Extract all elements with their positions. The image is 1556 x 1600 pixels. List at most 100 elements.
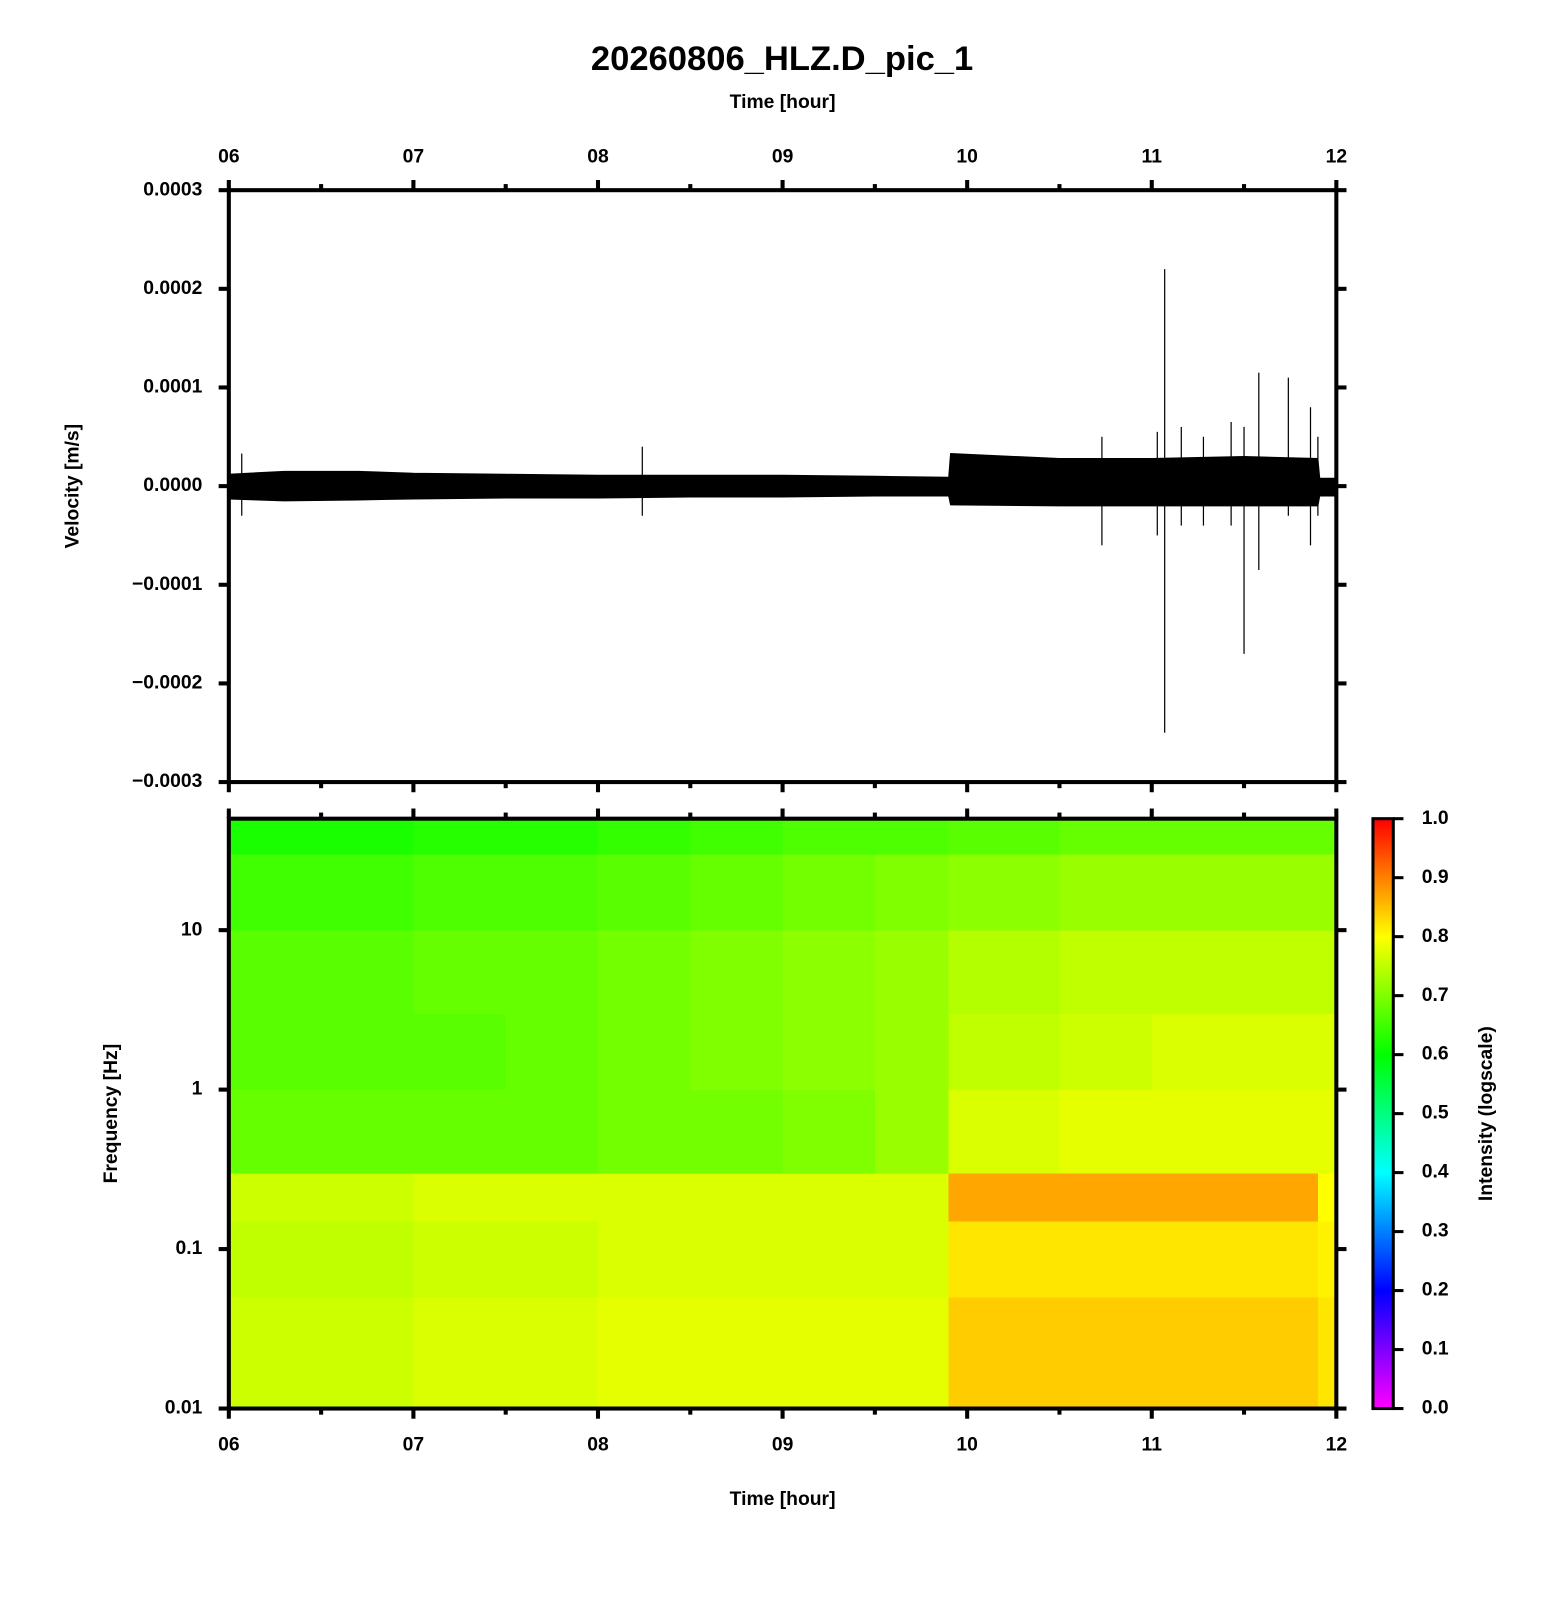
y-tick-label: 0.0002 (143, 278, 202, 299)
heatmap-cell (321, 1172, 414, 1222)
heatmap-cell (690, 818, 784, 855)
heatmap-cell (690, 854, 784, 931)
heatmap-cell (1151, 1172, 1245, 1222)
heatmap-cell (948, 854, 1060, 931)
heatmap-cell (321, 930, 414, 1015)
heatmap-cell (597, 1220, 691, 1298)
heatmap-cell (1059, 1297, 1153, 1410)
heatmap-cell (874, 1297, 950, 1410)
colorbar-tick-label: 0.4 (1422, 1162, 1449, 1183)
x-tick-label: 10 (956, 1434, 977, 1455)
heatmap-cell (1244, 1297, 1319, 1410)
heatmap-cell (413, 818, 507, 855)
heatmap-cell (948, 818, 1060, 855)
heatmap-cell (1317, 1013, 1337, 1091)
heatmap-cell (1059, 854, 1153, 931)
heatmap-cell (690, 1220, 784, 1298)
heatmap-cell (782, 1220, 876, 1298)
colorbar-label: Intensity (logscale) (1476, 1026, 1497, 1201)
heatmap-cell (782, 1013, 876, 1091)
heatmap-cell (413, 1297, 507, 1410)
heatmap-cell (505, 1013, 599, 1091)
heatmap-cell (228, 1013, 322, 1091)
heatmap-cell (948, 1220, 1060, 1298)
heatmap-cell (690, 1172, 784, 1222)
heatmap-cell (228, 854, 322, 931)
heatmap-cell (948, 1089, 1060, 1174)
heatmap-cell (413, 1220, 507, 1298)
colorbar (1371, 817, 1395, 1411)
x-tick-label: 11 (1142, 1434, 1163, 1455)
x-tick-label: 07 (403, 147, 424, 168)
heatmap-cell (228, 930, 322, 1015)
heatmap-cell (874, 1089, 950, 1174)
heatmap-cell (1151, 1220, 1245, 1298)
y-tick-label: −0.0003 (132, 771, 203, 792)
colorbar-tick-label: 0.9 (1422, 867, 1449, 888)
heatmap-cell (1151, 930, 1245, 1015)
y-tick-label: 1 (192, 1079, 203, 1100)
x-tick-label: 12 (1326, 147, 1347, 168)
colorbar-tick-label: 0.8 (1422, 926, 1449, 947)
colorbar-tick-label: 0.2 (1422, 1280, 1449, 1301)
colorbar-tick-label: 1.0 (1422, 808, 1449, 829)
heatmap-cell (1244, 1172, 1319, 1222)
y-axis-label: Frequency [Hz] (101, 1044, 122, 1184)
heatmap-cell (1059, 1172, 1153, 1222)
heatmap-cell (597, 1013, 691, 1091)
heatmap-cell (597, 818, 691, 855)
heatmap-cell (690, 1089, 784, 1174)
x-tick-label: 12 (1326, 1434, 1347, 1455)
heatmap-cell (413, 1172, 507, 1222)
colorbar-tick-label: 0.7 (1422, 985, 1449, 1006)
heatmap-cell (874, 1220, 950, 1298)
heatmap-cell (1059, 1089, 1153, 1174)
heatmap-cell (597, 854, 691, 931)
y-tick-label: 0.0001 (143, 377, 202, 398)
colorbar-tick-label: 0.6 (1422, 1044, 1449, 1065)
heatmap-cell (948, 1013, 1060, 1091)
heatmap-cell (1244, 930, 1319, 1015)
heatmap-cell (413, 854, 507, 931)
heatmap-cell (505, 1172, 599, 1222)
heatmap-cell (1059, 818, 1153, 855)
x-tick-label: 07 (403, 1434, 424, 1455)
heatmap-cell (228, 1297, 322, 1410)
heatmap-cell (505, 854, 599, 931)
heatmap-cell (321, 1297, 414, 1410)
heatmap-cell (690, 930, 784, 1015)
x-tick-label: 10 (956, 147, 977, 168)
y-tick-label: 0.0000 (143, 475, 202, 496)
heatmap-cell (1244, 854, 1319, 931)
heatmap-cell (782, 930, 876, 1015)
y-tick-label: −0.0001 (132, 574, 203, 595)
heatmap-cell (1317, 1089, 1337, 1174)
plot-area: 20260806_HLZ.D_pic_1 06 07 08 09 10 11 12 −0.00… (62, 40, 1497, 1510)
heatmap-cell (948, 1297, 1060, 1410)
y-tick-label: 0.01 (165, 1398, 203, 1419)
heatmap-cell (874, 818, 950, 855)
heatmap-cell (321, 1089, 414, 1174)
heatmap-cell (505, 1089, 599, 1174)
heatmap-cell (228, 818, 322, 855)
x-tick-label: 09 (772, 147, 794, 168)
colorbar-tick-label: 0.5 (1422, 1103, 1449, 1124)
heatmap-cell (874, 854, 950, 931)
heatmap-cell (1244, 1089, 1319, 1174)
heatmap-cell (1151, 854, 1245, 931)
heatmap-cell (1317, 1297, 1337, 1410)
heatmap-cell (1317, 930, 1337, 1015)
x-axis-label: Time [hour] (730, 1489, 836, 1510)
x-tick-label: 08 (587, 1434, 609, 1455)
heatmap-cell (597, 930, 691, 1015)
heatmap-cell (948, 930, 1060, 1015)
waveform-envelope (228, 453, 1337, 507)
heatmap-cell (505, 818, 599, 855)
heatmap-cell (874, 1172, 950, 1222)
x-axis-label: Time [hour] (730, 92, 836, 113)
heatmap-cell (505, 1297, 599, 1410)
x-tick-label: 06 (218, 1434, 240, 1455)
heatmap-cell (413, 1089, 507, 1174)
colorbar-tick-label: 0.0 (1422, 1398, 1449, 1419)
y-tick-label: −0.0002 (132, 673, 202, 694)
